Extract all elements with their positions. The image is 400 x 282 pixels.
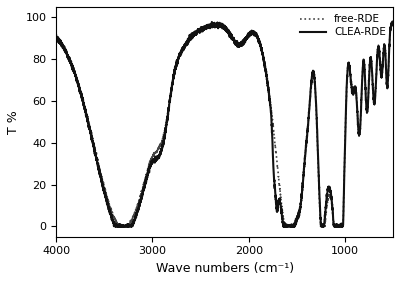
Line: free-RDE: free-RDE <box>56 22 393 226</box>
CLEA-RDE <box>112 225 117 228</box>
free-RDE <box>54 35 59 38</box>
free-RDE <box>364 98 368 102</box>
free-RDE <box>116 225 121 228</box>
CLEA-RDE <box>390 20 395 23</box>
CLEA-RDE <box>54 34 59 37</box>
CLEA-RDE <box>198 28 203 32</box>
Legend: free-RDE, CLEA-RDE: free-RDE, CLEA-RDE <box>298 12 388 39</box>
free-RDE <box>391 22 396 25</box>
CLEA-RDE <box>380 61 385 65</box>
Y-axis label: T %: T % <box>7 110 20 134</box>
free-RDE <box>214 24 219 27</box>
CLEA-RDE <box>391 21 396 24</box>
free-RDE <box>198 27 203 30</box>
free-RDE <box>380 62 385 65</box>
X-axis label: Wave numbers (cm⁻¹): Wave numbers (cm⁻¹) <box>156 262 294 275</box>
Line: CLEA-RDE: CLEA-RDE <box>56 21 393 226</box>
free-RDE <box>196 30 200 33</box>
free-RDE <box>298 199 303 202</box>
CLEA-RDE <box>196 29 200 32</box>
CLEA-RDE <box>298 200 303 203</box>
CLEA-RDE <box>364 99 368 103</box>
free-RDE <box>389 20 394 23</box>
CLEA-RDE <box>214 23 219 27</box>
